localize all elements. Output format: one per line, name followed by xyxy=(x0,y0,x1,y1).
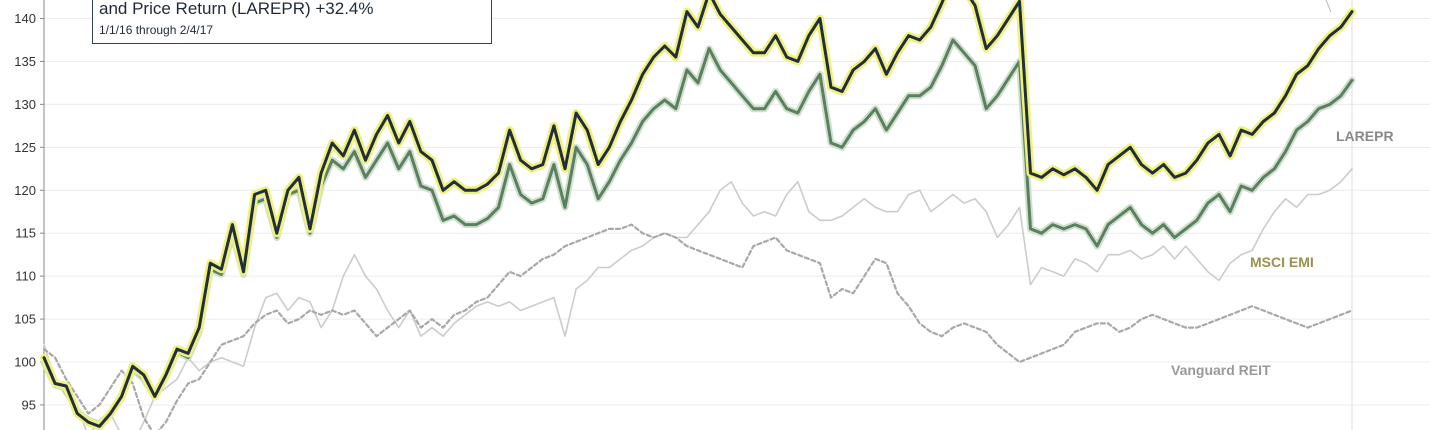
series-lines xyxy=(40,0,1356,430)
y-tick-label: 130 xyxy=(14,97,36,112)
y-tick-label: 120 xyxy=(14,183,36,198)
y-tick-label: 105 xyxy=(14,312,36,327)
series-line-vanguard-reit xyxy=(42,223,1354,430)
chart-subtitle: 1/1/16 through 2/4/17 xyxy=(99,23,214,37)
y-tick-label: 115 xyxy=(15,226,36,241)
larepr-label-leader xyxy=(1325,0,1332,13)
gridlines xyxy=(44,18,1430,406)
series-label-larepr: LAREPR xyxy=(1336,128,1394,144)
series-line-larepr xyxy=(42,0,1354,428)
series-line-msci-emi xyxy=(43,168,1353,430)
y-tick-label: 110 xyxy=(15,269,36,284)
series-line-green xyxy=(42,38,1354,426)
y-tick-label: 95 xyxy=(22,397,36,412)
y-ticks: 95 100 105 110 115 120 125 130 135 140 xyxy=(14,11,44,412)
y-tick-label: 135 xyxy=(14,54,36,69)
y-tick-label: 140 xyxy=(14,11,36,26)
series-label-msci-emi: MSCI EMI xyxy=(1250,254,1314,270)
chart-title-box: and Price Return (LAREPR) +32.4% 1/1/16 … xyxy=(92,0,492,44)
chart-title: and Price Return (LAREPR) +32.4% xyxy=(99,0,374,18)
y-tick-label: 100 xyxy=(14,355,36,370)
series-label-vanguard-reit: Vanguard REIT xyxy=(1171,362,1271,378)
y-tick-label: 125 xyxy=(14,140,36,155)
